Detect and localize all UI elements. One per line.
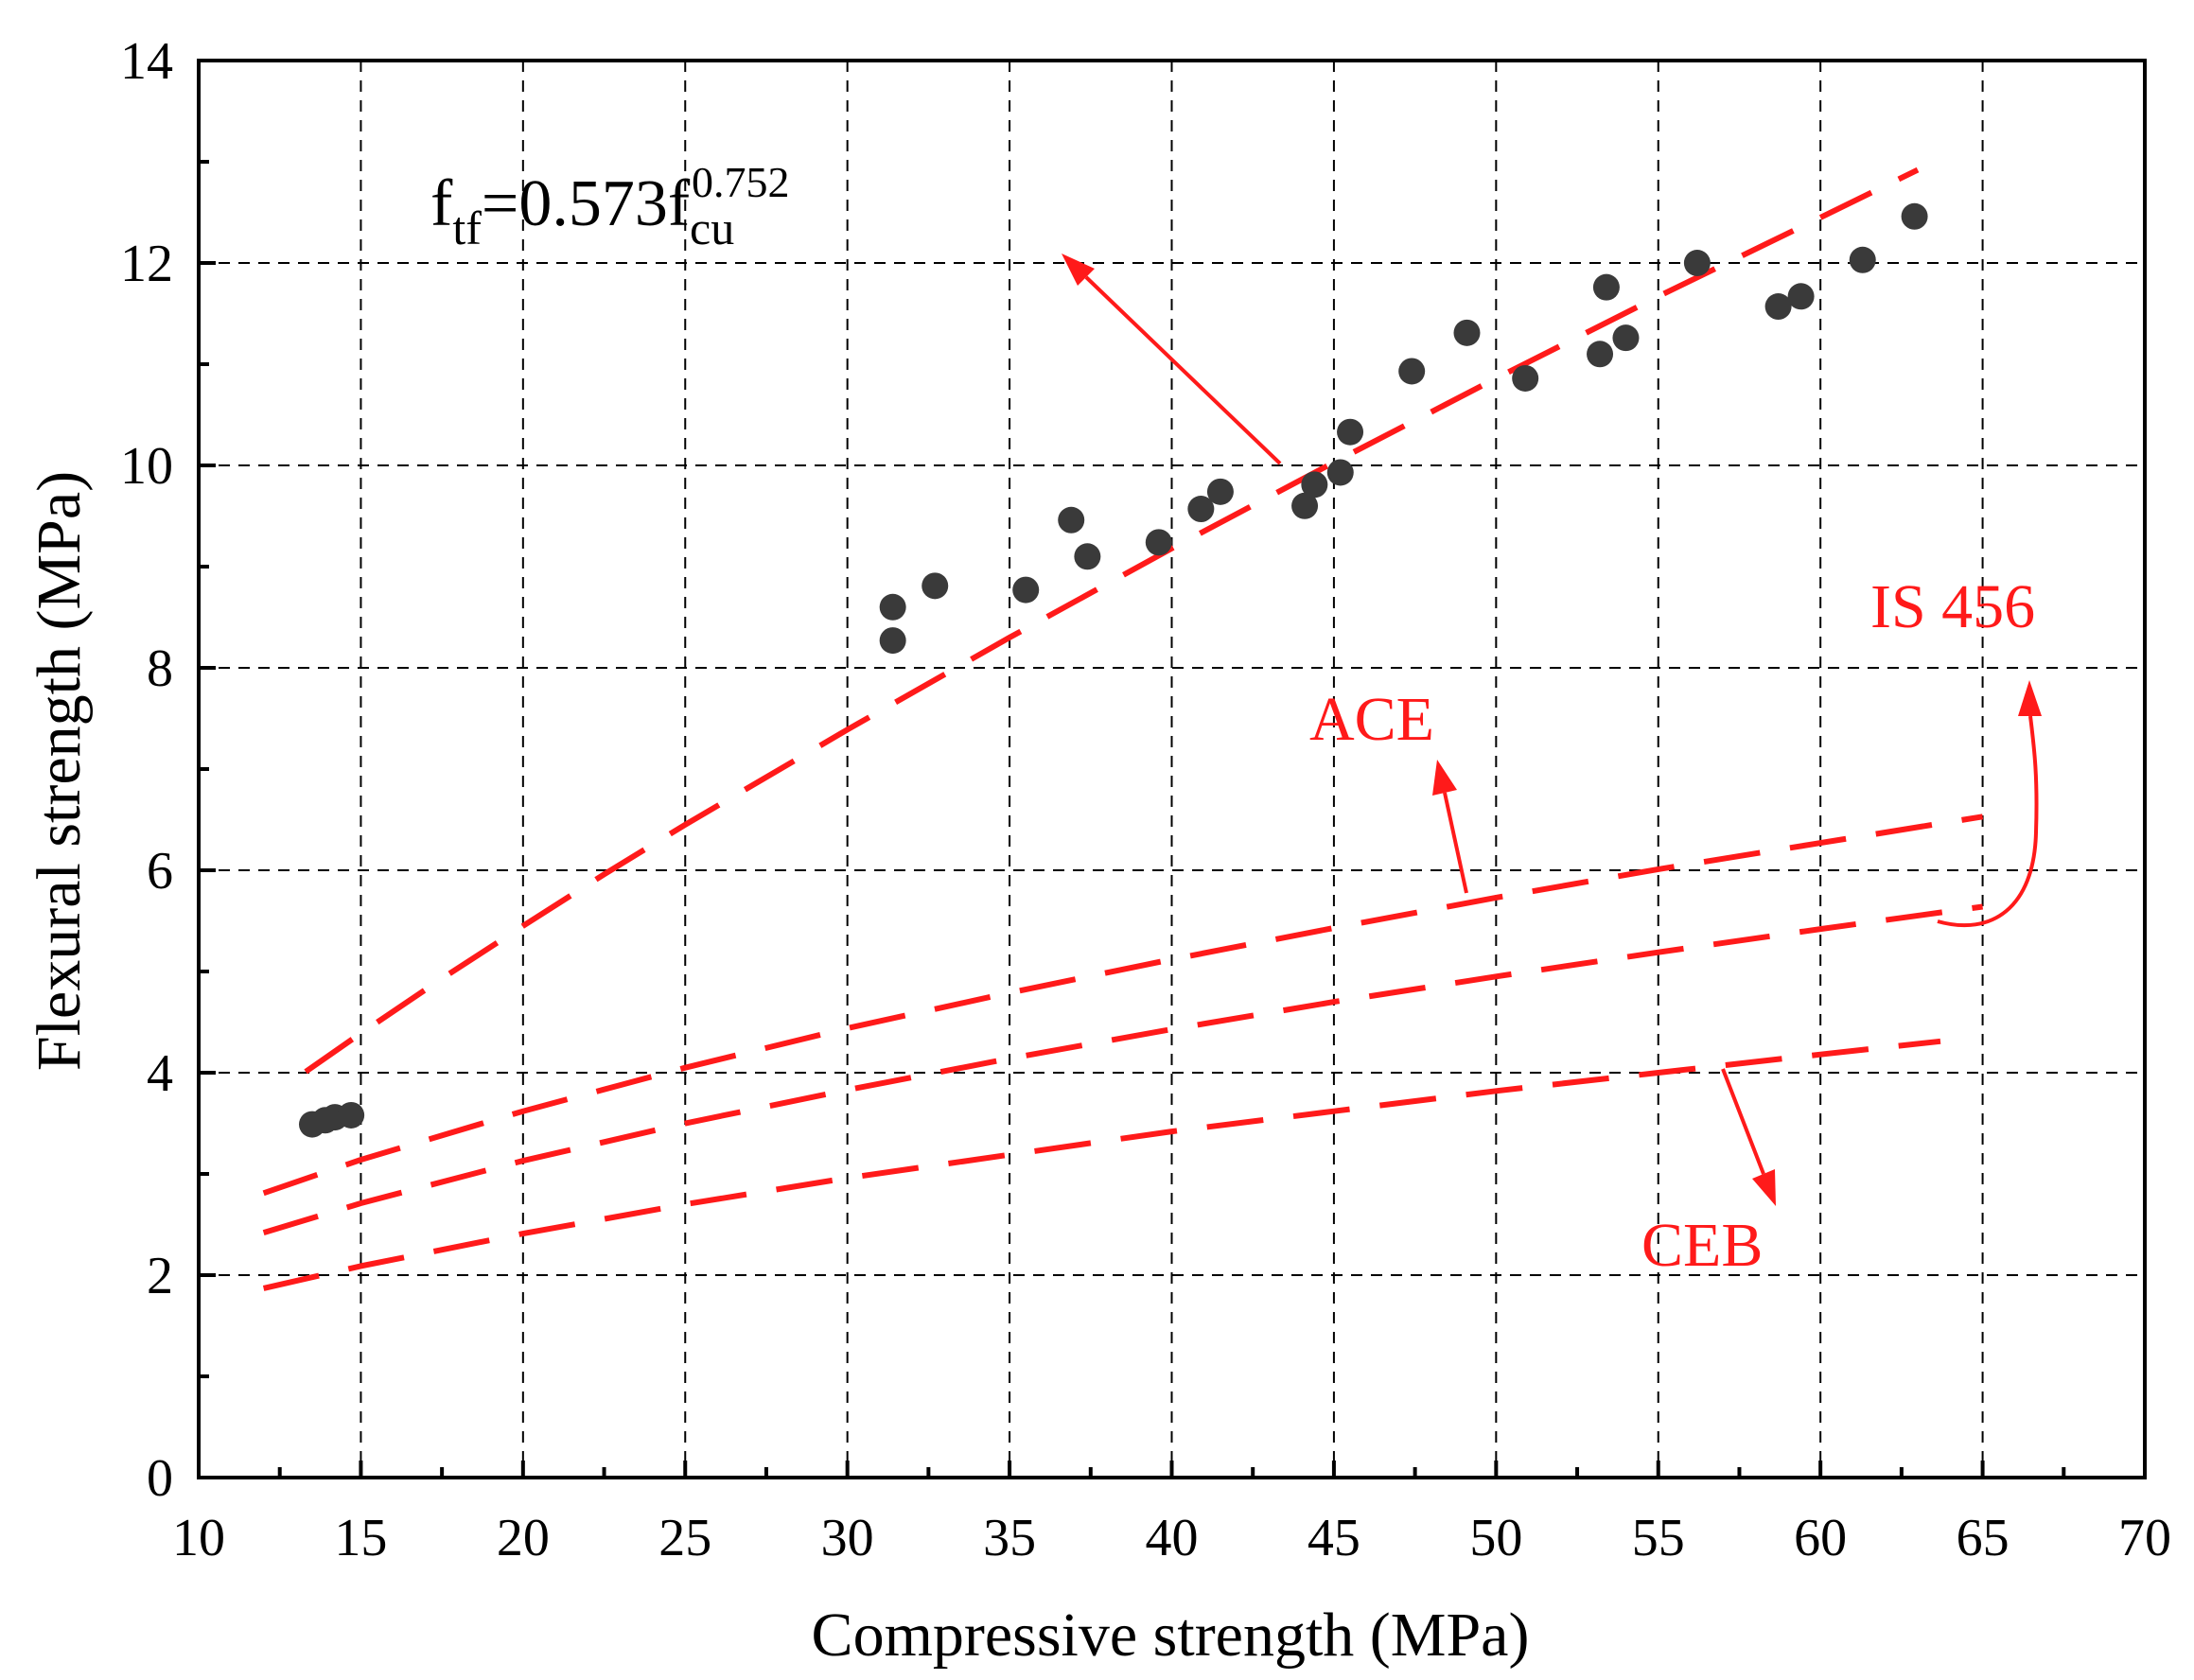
data-point — [1764, 293, 1792, 321]
y-tick-label: 12 — [120, 235, 173, 293]
data-points — [298, 202, 1928, 1138]
y-tick-label: 2 — [147, 1247, 173, 1305]
y-tick-label: 4 — [147, 1044, 173, 1103]
ceb-arrow — [1721, 1068, 1776, 1206]
equation-superscript: 0.752 — [692, 158, 790, 206]
is-456-arrow-shaft — [1937, 715, 2039, 928]
x-tick-label: 65 — [1957, 1509, 2010, 1567]
grid-lines — [199, 61, 2145, 1478]
x-tick-label: 20 — [497, 1509, 550, 1567]
data-point — [1326, 459, 1354, 486]
fit-equation: ftf=0.573f0.752 cu — [430, 158, 790, 254]
ceb-curve — [262, 1038, 1941, 1291]
data-point — [921, 572, 949, 600]
x-axis-title: Compressive strength (MPa) — [812, 1601, 1530, 1670]
data-point — [1012, 576, 1040, 604]
x-tick-label: 45 — [1308, 1509, 1360, 1567]
data-point — [1683, 250, 1711, 276]
y-tick-label: 6 — [147, 842, 173, 901]
data-point — [1058, 506, 1085, 534]
x-tick-label: 15 — [334, 1509, 387, 1567]
data-point — [1512, 364, 1539, 392]
ceb-arrow-shaft — [1721, 1068, 1765, 1175]
data-point — [1612, 324, 1640, 352]
is-456-arrow-head — [2018, 680, 2042, 716]
y-tick-label: 14 — [120, 32, 173, 91]
y-tick-label: 10 — [120, 437, 173, 496]
data-point — [1291, 492, 1319, 519]
ace-arrow — [1432, 760, 1468, 894]
equation-main: =0.573f — [482, 167, 691, 240]
data-point — [1074, 543, 1101, 570]
y-axis-title: Flexural strength (MPa) — [25, 471, 94, 1071]
equation-arrow — [1062, 254, 1282, 465]
data-point — [1453, 319, 1481, 346]
equation-arrow-shaft — [1084, 275, 1282, 465]
axis-ticks — [197, 59, 2147, 1479]
tick-labels: 10 15 20 25 30 35 40 45 50 55 60 65 70 0 2 4 6 8 10 12 14 — [120, 32, 2171, 1567]
curves — [262, 166, 1984, 1291]
ace-arrow-shaft — [1443, 792, 1468, 894]
x-tick-label: 70 — [2118, 1509, 2171, 1567]
y-tick-label: 8 — [147, 639, 173, 698]
is-456-arrow — [1937, 680, 2042, 928]
data-point — [1145, 529, 1172, 556]
ceb-arrow-head — [1752, 1169, 1776, 1206]
data-point — [1187, 496, 1215, 523]
x-tick-label: 40 — [1146, 1509, 1199, 1567]
data-point — [338, 1101, 365, 1129]
equation-base-f: f — [430, 167, 453, 240]
x-tick-label: 35 — [983, 1509, 1036, 1567]
data-point — [1337, 418, 1364, 446]
equation-arrow-head — [1062, 254, 1095, 286]
x-tick-label: 10 — [172, 1509, 225, 1567]
data-point — [1398, 358, 1426, 385]
data-point — [1206, 478, 1234, 505]
ace-label: ACE — [1309, 685, 1434, 754]
data-point — [1587, 341, 1614, 368]
data-point — [1301, 471, 1328, 499]
data-point — [1592, 273, 1620, 301]
x-tick-label: 25 — [658, 1509, 711, 1567]
y-tick-label: 0 — [147, 1449, 173, 1508]
annotation-arrows — [1062, 254, 2042, 1206]
x-tick-label: 30 — [821, 1509, 874, 1567]
x-tick-label: 60 — [1794, 1509, 1847, 1567]
data-point — [1787, 283, 1815, 310]
x-tick-label: 55 — [1632, 1509, 1685, 1567]
fit-curve — [304, 166, 1920, 1075]
data-point — [879, 593, 906, 621]
equation-subscript-tf: tf — [452, 201, 482, 254]
ace-arrow-head — [1432, 760, 1457, 796]
is-456-label: IS 456 — [1870, 572, 2035, 641]
equation-subscript-cu: cu — [690, 201, 734, 254]
data-point — [879, 627, 906, 655]
x-tick-label: 50 — [1469, 1509, 1522, 1567]
data-point — [1849, 246, 1876, 273]
ceb-label: CEB — [1641, 1211, 1763, 1280]
data-point — [1901, 202, 1928, 230]
